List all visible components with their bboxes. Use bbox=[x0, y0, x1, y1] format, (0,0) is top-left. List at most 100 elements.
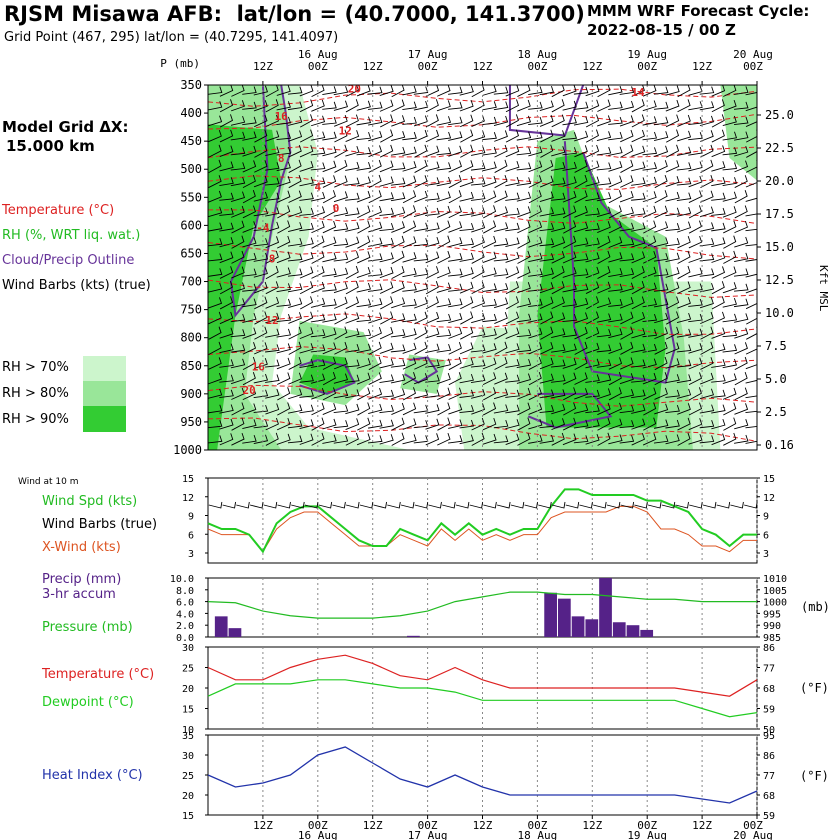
wind-barb bbox=[208, 238, 223, 247]
wind-barb bbox=[425, 296, 439, 310]
wind-barb bbox=[242, 387, 257, 401]
wind-barb bbox=[573, 253, 589, 262]
wind-barb bbox=[208, 357, 222, 370]
wind-barb bbox=[390, 192, 406, 202]
wind-barb bbox=[516, 206, 531, 218]
wind-barb bbox=[391, 417, 405, 431]
wind-barb bbox=[311, 220, 325, 234]
wind-barb bbox=[654, 190, 668, 204]
wind-barb bbox=[653, 268, 669, 277]
wind-barb bbox=[699, 222, 715, 232]
wind-barb bbox=[460, 296, 474, 310]
wind-barb bbox=[597, 85, 611, 98]
wind-barb bbox=[574, 341, 588, 355]
wind-barb bbox=[722, 344, 738, 353]
wind-barb bbox=[562, 116, 577, 126]
wind-barb bbox=[585, 129, 599, 143]
wind-barb bbox=[208, 222, 223, 232]
legend-cloud-outline: Cloud/Precip Outline bbox=[2, 253, 135, 268]
wind-barb bbox=[573, 116, 589, 126]
wind-barb bbox=[391, 235, 405, 249]
wind-barb bbox=[436, 191, 451, 203]
wind-barb bbox=[619, 268, 635, 277]
wind-barb bbox=[471, 403, 486, 415]
wind-barb bbox=[254, 129, 268, 143]
surface-wind-barb bbox=[455, 501, 470, 509]
wind-barb bbox=[711, 281, 725, 295]
wind-barb bbox=[745, 267, 757, 278]
wind-barb bbox=[265, 221, 280, 233]
surface-wind-barb bbox=[620, 501, 635, 509]
wind-barb bbox=[208, 144, 222, 158]
wind-barb bbox=[654, 341, 668, 355]
wind-barb bbox=[459, 252, 474, 262]
heat-index-line bbox=[207, 746, 758, 804]
hour-label-top: 00Z bbox=[637, 60, 657, 73]
wind-barb bbox=[414, 311, 428, 325]
wind-barb bbox=[596, 388, 611, 400]
wind-barb bbox=[528, 313, 543, 323]
wind-barb bbox=[722, 282, 737, 294]
wind-barb bbox=[345, 296, 359, 310]
wind-barb bbox=[551, 207, 566, 217]
wind-barb bbox=[437, 250, 451, 264]
wind-barb bbox=[711, 251, 726, 263]
wind-barb bbox=[334, 159, 348, 173]
wind-barb bbox=[425, 161, 440, 172]
wind-barb bbox=[608, 313, 623, 323]
wind-barb bbox=[585, 296, 599, 310]
wind-barb bbox=[631, 327, 646, 339]
wind-barb bbox=[540, 326, 554, 340]
wind-barb bbox=[242, 419, 257, 430]
wind-barb bbox=[436, 266, 451, 279]
surface-wind-barb bbox=[579, 501, 593, 509]
wind-barb bbox=[231, 235, 245, 249]
wind-barb bbox=[299, 281, 314, 295]
wind-barb bbox=[505, 389, 520, 398]
wind-barb bbox=[299, 145, 314, 158]
wind-barb bbox=[699, 435, 715, 444]
wind-barb bbox=[311, 387, 325, 400]
forecast-cycle-date: 2022-08-15 / 00 Z bbox=[587, 21, 736, 39]
wind-barb bbox=[574, 190, 588, 204]
temperature-axis-right-tick-label: 50 bbox=[763, 725, 775, 736]
wind-barb bbox=[459, 419, 475, 429]
wind-barb bbox=[711, 222, 726, 232]
wind-barb bbox=[208, 268, 223, 277]
temperature-axis-right-tick-label: 68 bbox=[763, 684, 775, 695]
wind-barb bbox=[665, 342, 680, 355]
wind-barb bbox=[539, 175, 554, 188]
wind-barb bbox=[711, 404, 726, 414]
wind-barb bbox=[563, 387, 577, 401]
surface-wind-barb bbox=[538, 501, 552, 509]
temperature-axis-right-tick-label: 59 bbox=[763, 705, 775, 716]
wind-barb bbox=[437, 85, 451, 97]
label-wind-speed: Wind Spd (kts) bbox=[42, 494, 138, 509]
wind-barb bbox=[608, 236, 623, 249]
wind-barb bbox=[539, 100, 554, 112]
wind-barb bbox=[368, 419, 383, 429]
wind-barb bbox=[597, 266, 611, 279]
wind-barb bbox=[356, 282, 371, 293]
wind-barb bbox=[585, 281, 600, 294]
wind-barb bbox=[597, 281, 611, 294]
wind-barb bbox=[391, 281, 405, 294]
wind-barb bbox=[471, 312, 486, 324]
wind-barb bbox=[322, 371, 336, 386]
model-grid-value: 15.000 km bbox=[6, 137, 95, 155]
wind-barb bbox=[402, 267, 417, 278]
pressure-tick-label: 600 bbox=[180, 218, 202, 232]
kft-tick-label: 12.5 bbox=[765, 273, 794, 287]
wind-barb bbox=[482, 101, 497, 111]
wind-barb bbox=[711, 359, 726, 368]
wind-barb bbox=[666, 311, 680, 325]
wind-barb bbox=[631, 161, 646, 172]
wind-barb bbox=[677, 85, 691, 98]
wind-barb bbox=[493, 388, 509, 400]
wind-barb bbox=[253, 434, 269, 444]
wind-barb bbox=[345, 114, 359, 128]
wind-barb bbox=[208, 115, 223, 127]
wind-barb bbox=[528, 116, 543, 125]
wind-barb bbox=[642, 162, 658, 171]
